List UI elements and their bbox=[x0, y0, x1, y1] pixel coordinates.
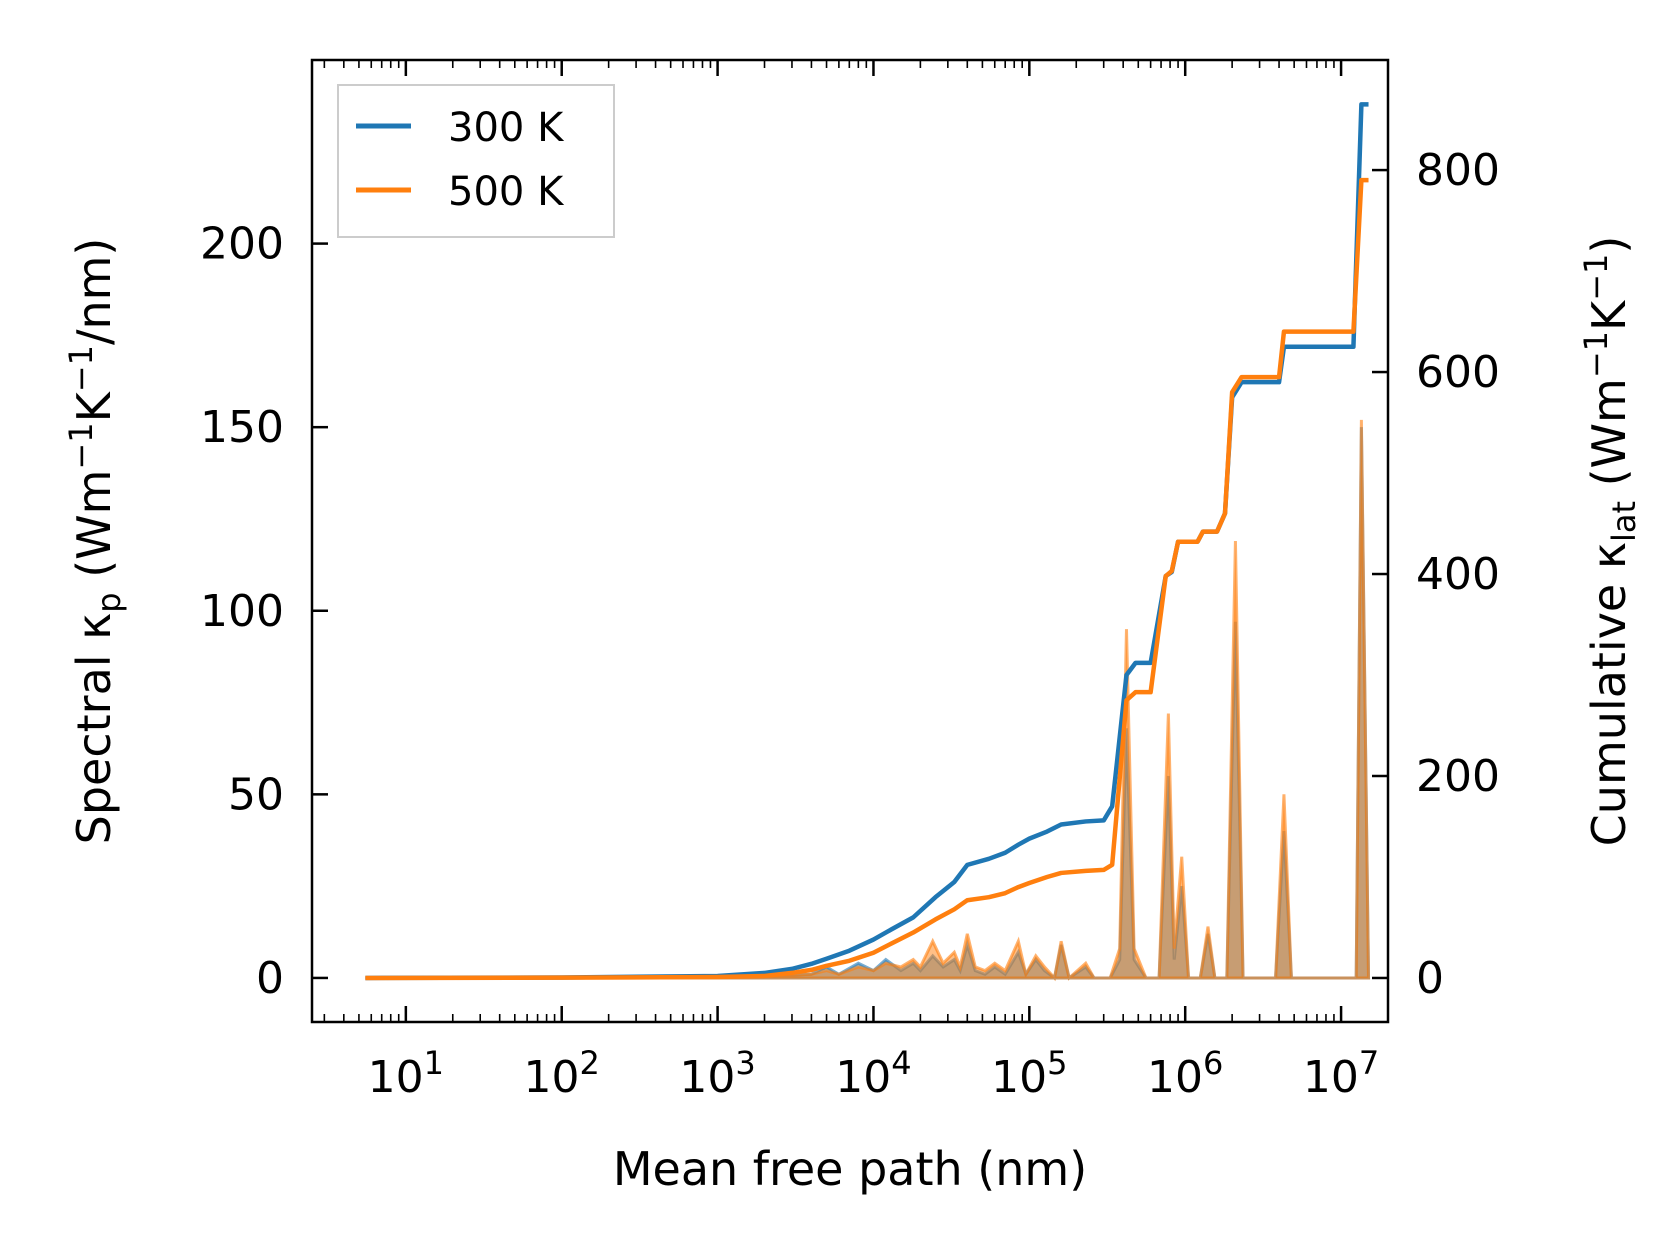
legend-box bbox=[337, 84, 615, 238]
legend-label-500k: 500 K bbox=[448, 169, 565, 215]
right-y-tick-label: 0 bbox=[1416, 953, 1444, 1004]
left-y-axis: 0 50 100 150 200 bbox=[200, 219, 328, 1004]
plot-area bbox=[365, 102, 1371, 982]
right-y-tick-label: 600 bbox=[1416, 347, 1500, 398]
x-tick-label: 107 bbox=[1303, 1044, 1379, 1103]
x-axis-title: Mean free path (nm) bbox=[613, 1142, 1087, 1196]
left-y-tick-label: 150 bbox=[200, 402, 284, 453]
right-y-axis: 0 200 400 600 800 bbox=[1372, 145, 1500, 1004]
legend: 300 K 500 K bbox=[337, 84, 615, 238]
left-y-tick-label: 200 bbox=[200, 219, 284, 270]
left-y-tick-label: 100 bbox=[200, 586, 284, 637]
x-axis: 101 102 103 104 105 106 107 bbox=[323, 60, 1389, 1103]
left-y-axis-title: Spectral κp (Wm−1K−1/nm) bbox=[62, 238, 128, 845]
x-tick-label: 105 bbox=[991, 1044, 1067, 1103]
left-y-tick-label: 0 bbox=[256, 953, 284, 1004]
cumulative-line-500k bbox=[365, 177, 1369, 981]
legend-label-300k: 300 K bbox=[448, 105, 565, 151]
left-y-tick-label: 50 bbox=[228, 769, 284, 820]
right-y-tick-label: 800 bbox=[1416, 145, 1500, 196]
right-y-tick-label: 200 bbox=[1416, 751, 1500, 802]
spectral-area-500k bbox=[365, 419, 1371, 982]
cumulative-line-300k bbox=[365, 102, 1369, 981]
right-y-tick-label: 400 bbox=[1416, 549, 1500, 600]
